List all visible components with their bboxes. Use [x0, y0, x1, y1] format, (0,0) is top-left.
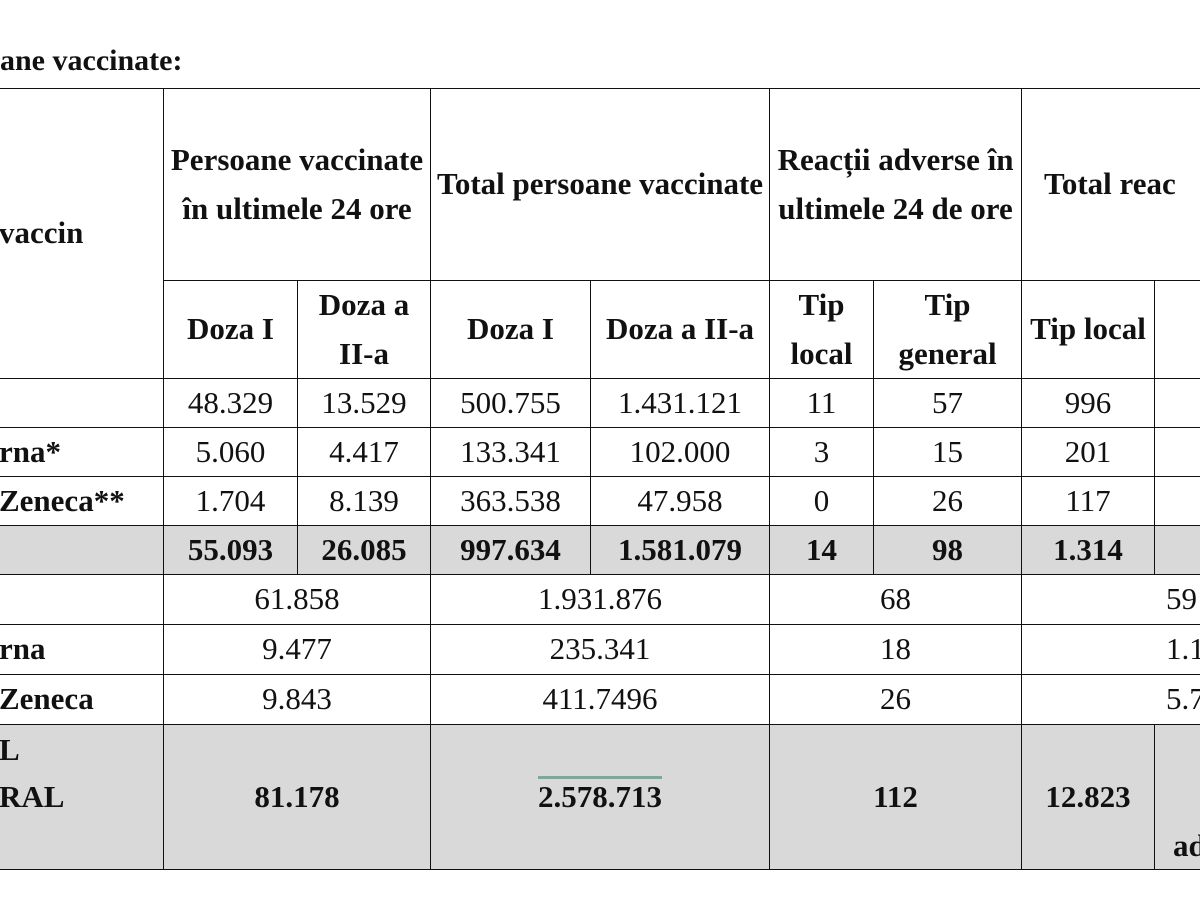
cell [1154, 476, 1200, 526]
cell: 1.704 [163, 476, 298, 526]
cell: 2.578.713 [429, 724, 771, 870]
row-label: Zeneca** [0, 476, 164, 526]
cell: 57 [873, 378, 1023, 428]
cell: 500.755 [430, 378, 591, 428]
cell: 3 [769, 427, 875, 477]
header-dose1-total: Doza I [430, 280, 591, 379]
cell: 1.581.079 [589, 525, 771, 575]
cell: 15 [873, 427, 1023, 477]
cell [1154, 525, 1200, 575]
row-label [0, 525, 164, 575]
cell: 47.958 [589, 476, 771, 526]
table-row: 48.329 13.529 500.755 1.431.121 11 57 996 [0, 378, 1200, 428]
row-label: rna* [0, 427, 164, 477]
cell: 26 [769, 674, 1023, 725]
header-dose2: Doza a II-a [297, 280, 431, 379]
cell: 1.431.121 [589, 378, 771, 428]
cell: 363.538 [430, 476, 591, 526]
header-empty [1154, 280, 1200, 379]
cell [1154, 378, 1200, 428]
header-tip-general: Tip general [873, 280, 1023, 379]
cell: 112 [769, 724, 1023, 870]
cell: 0 [769, 476, 875, 526]
header-total: Total persoane vaccinate [429, 88, 771, 281]
cell: 1.314 [1021, 525, 1156, 575]
cell: 4.417 [297, 427, 431, 477]
cell: 117 [1021, 476, 1156, 526]
cell: 48.329 [163, 378, 298, 428]
cell: 235.341 [429, 624, 771, 675]
cell: 59 [1021, 574, 1200, 625]
cell: ad [1154, 724, 1200, 870]
header-dose1: Doza I [163, 280, 298, 379]
cell: 411.7496 [429, 674, 771, 725]
header-dose2-total: Doza a II-a [589, 280, 771, 379]
row-label [0, 378, 164, 428]
cell: 14 [769, 525, 875, 575]
cell: 102.000 [589, 427, 771, 477]
total-label-line1: L [0, 732, 20, 767]
row-label: Zeneca [0, 674, 164, 725]
cell: 996 [1021, 378, 1156, 428]
cell: 11 [769, 378, 875, 428]
header-last24: Persoane vaccinate în ultimele 24 ore [163, 88, 431, 281]
header-tip-local: Tip local [769, 280, 875, 379]
cell: 55.093 [163, 525, 298, 575]
cell: 13.529 [297, 378, 431, 428]
cell: 61.858 [163, 574, 431, 625]
row-label: L RAL [0, 724, 164, 870]
cell: 1.931.876 [429, 574, 771, 625]
cell: 26.085 [297, 525, 431, 575]
cell: 9.843 [163, 674, 431, 725]
header-adverse24: Reacții adverse în ultimele 24 de ore [769, 88, 1023, 281]
header-tip-local-total: Tip local [1021, 280, 1156, 379]
cell: 12.823 [1021, 724, 1156, 870]
cell: 68 [769, 574, 1023, 625]
row-label [0, 574, 164, 625]
cell: 1.1 [1021, 624, 1200, 675]
cell: 26 [873, 476, 1023, 526]
total-label-line2: RAL [0, 778, 65, 814]
cell: 81.178 [163, 724, 431, 870]
vaccination-table: vaccin Persoane vaccinate în ultimele 24… [0, 88, 1200, 870]
cell: 997.634 [430, 525, 591, 575]
table-row: rna* 5.060 4.417 133.341 102.000 3 15 201 [0, 427, 1200, 477]
cell [1154, 427, 1200, 477]
subtotal-row: 55.093 26.085 997.634 1.581.079 14 98 1.314 [0, 525, 1200, 575]
table-row: 61.858 1.931.876 68 59 [0, 574, 1200, 625]
header-total-reactions: Total reac [1021, 88, 1200, 281]
cell: 5.060 [163, 427, 298, 477]
table-row: Zeneca** 1.704 8.139 363.538 47.958 0 26 117 [0, 476, 1200, 526]
header-vaccine: vaccin [0, 88, 164, 379]
cell: 5.7 [1021, 674, 1200, 725]
cell: 18 [769, 624, 1023, 675]
cell: 98 [873, 525, 1023, 575]
cell: 8.139 [297, 476, 431, 526]
row-label: rna [0, 624, 164, 675]
cell: 9.477 [163, 624, 431, 675]
cell: 133.341 [430, 427, 591, 477]
section-title: ane vaccinate: [0, 44, 183, 77]
cell: 201 [1021, 427, 1156, 477]
